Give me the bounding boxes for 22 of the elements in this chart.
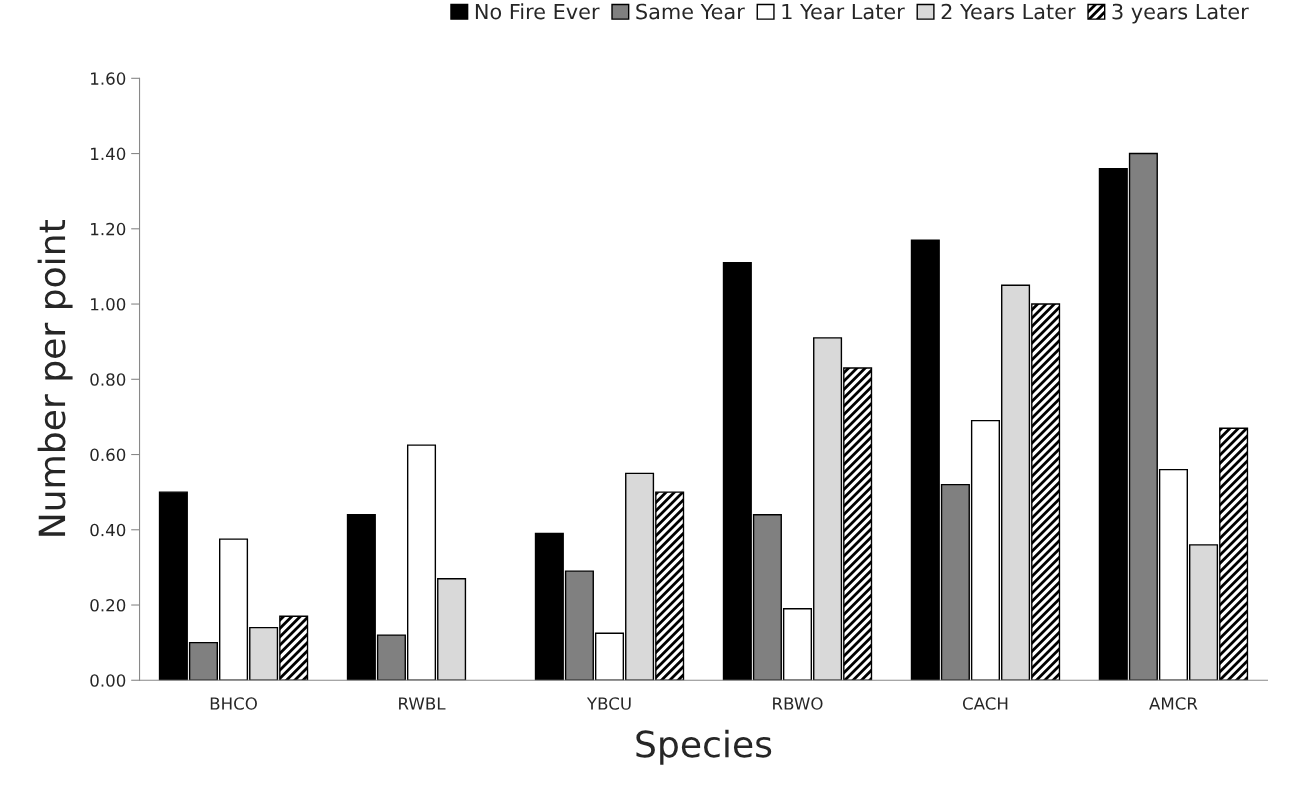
x-tick-label: AMCR — [1149, 697, 1198, 710]
x-tick-label: YBCU — [586, 697, 631, 710]
y-tick-label: 0.80 — [90, 373, 126, 386]
y-tick-label: 0.20 — [90, 598, 126, 612]
y-tick-label: 1.00 — [91, 298, 126, 311]
x-tick-label: RBWO — [773, 697, 823, 710]
x-axis-title: Species — [636, 729, 772, 765]
legend-label: Same Year — [636, 3, 745, 20]
legend-label: 1 Year Later — [782, 3, 905, 20]
legend-label: 3 years Later — [1112, 3, 1249, 24]
y-tick-label: 0.40 — [90, 523, 126, 537]
y-axis-title: Number per point — [37, 220, 73, 536]
x-tick-label: CACH — [962, 697, 1008, 710]
y-tick-label: 1.40 — [91, 147, 126, 161]
legend-label: 2 Years Later — [941, 3, 1076, 20]
y-tick-label: 0.60 — [90, 448, 126, 462]
y-tick-label: 1.60 — [91, 72, 126, 85]
y-tick-label: 1.20 — [91, 222, 126, 236]
x-tick-label: BHCO — [210, 697, 257, 710]
y-tick-label: 0.00 — [90, 674, 126, 687]
x-tick-label: RWBL — [399, 697, 446, 710]
legend-label: No Fire Ever — [475, 3, 600, 20]
